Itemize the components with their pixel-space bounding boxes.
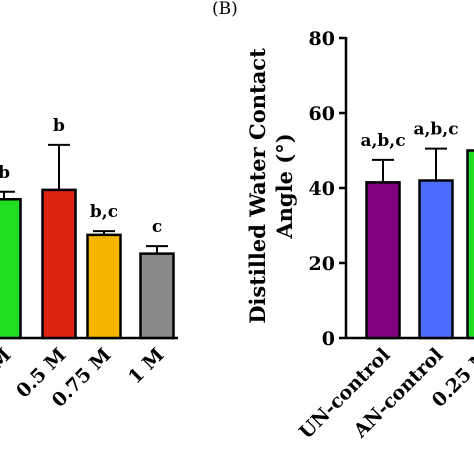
significance-label: a,b,c: [360, 131, 405, 151]
x-tick-label: 1 M: [124, 344, 168, 388]
bar-0-25-m: [466, 149, 474, 340]
bar-m: [0, 198, 22, 340]
significance-label: b: [53, 116, 65, 136]
significance-label: b: [0, 163, 10, 183]
bar-an-control: [418, 179, 454, 340]
y-tick-label: 0: [322, 328, 335, 350]
y-tick-label: 40: [309, 178, 335, 200]
bar-0-5-m: [41, 188, 77, 340]
bar-1-m: [139, 252, 175, 340]
bar-0-75-m: [86, 233, 122, 340]
panel-b-label: (B): [212, 0, 238, 19]
x-tick-label: UN-control: [295, 344, 394, 443]
panel-b: (B) 0 20 40 60 80 Distilled Water Contact Angl…: [212, 0, 474, 443]
significance-label: a,b,c: [413, 120, 458, 140]
y-axis-title-line2: Angle (°): [272, 133, 297, 239]
y-tick-label: 20: [309, 253, 335, 275]
x-tick-label: M: [0, 344, 16, 374]
y-tick-label: 80: [309, 28, 335, 50]
bar-un-control: [365, 181, 401, 340]
y-tick-label: 60: [309, 103, 335, 125]
significance-label: c: [152, 217, 162, 237]
significance-label: b,c: [90, 202, 118, 222]
y-axis-title-line1: Distilled Water Contact: [245, 48, 270, 324]
